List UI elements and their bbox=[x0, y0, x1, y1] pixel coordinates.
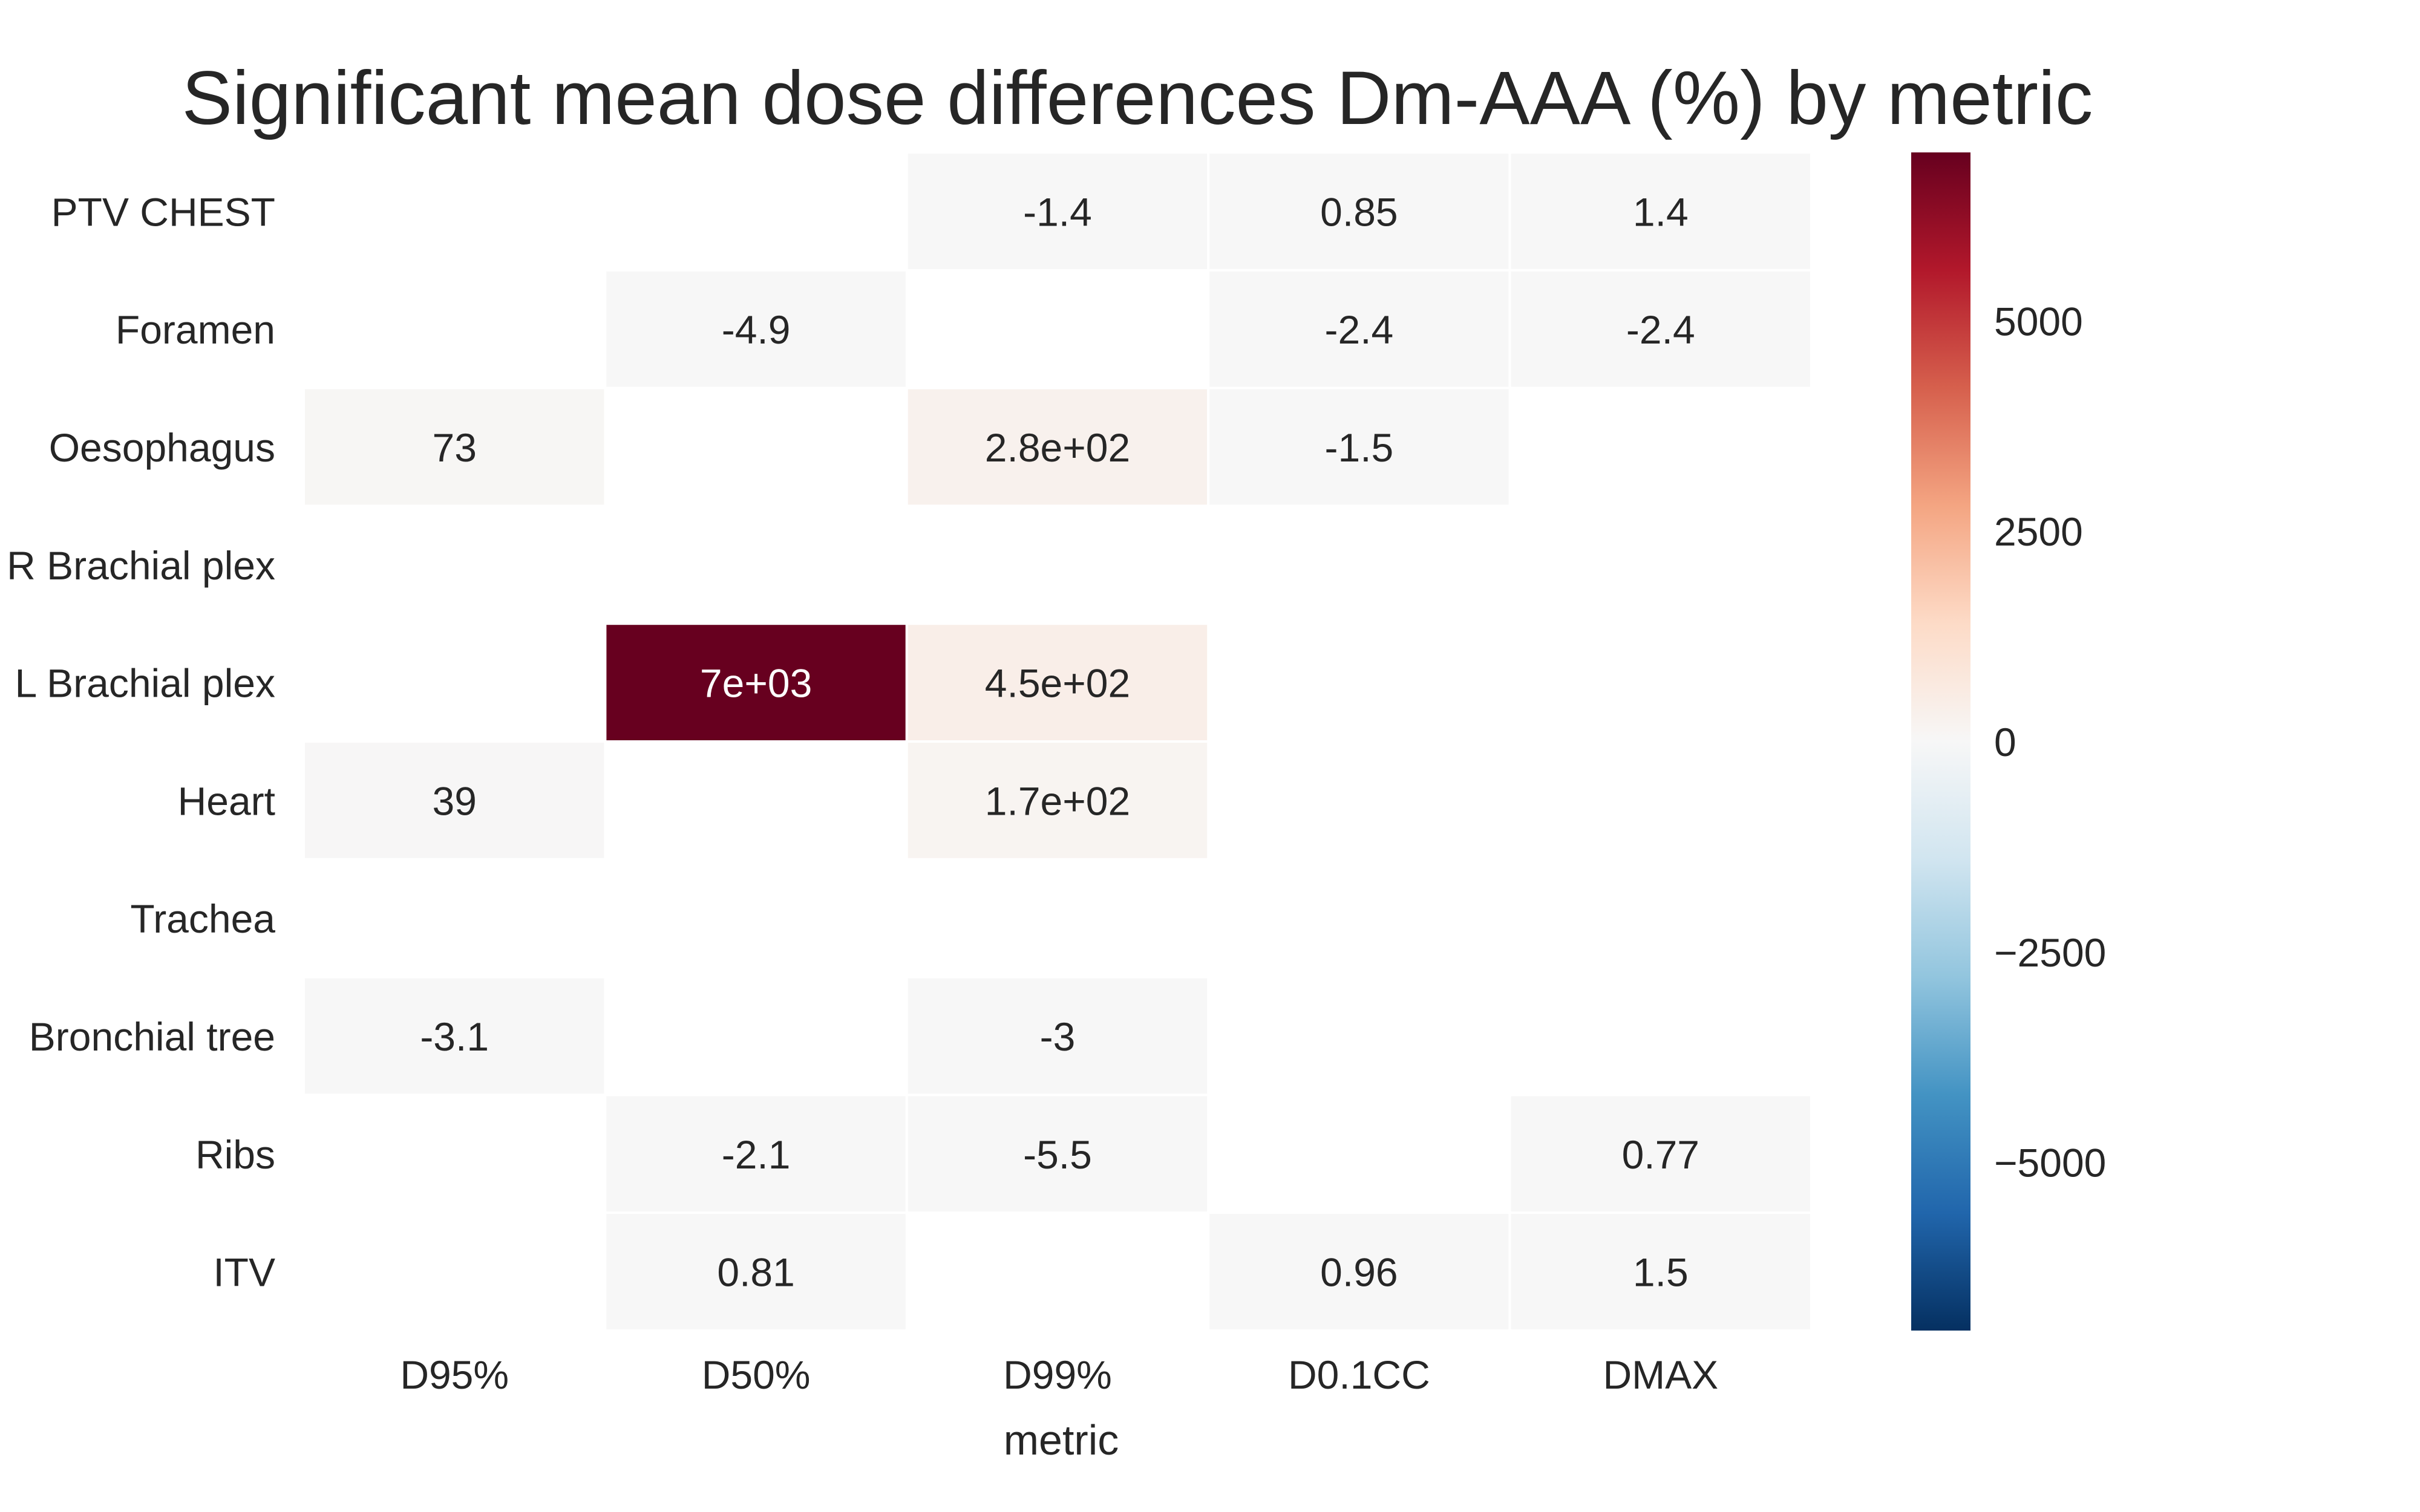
y-tick-label: Foramen bbox=[116, 307, 275, 352]
cell-value-label: 39 bbox=[432, 778, 476, 823]
cell-value-label: -2.1 bbox=[722, 1132, 791, 1177]
cell-value-label: -1.5 bbox=[1325, 425, 1394, 470]
chart-title: Significant mean dose differences Dm-AAA… bbox=[182, 56, 2093, 140]
cell-value-label: 7e+03 bbox=[700, 661, 812, 706]
heatmap-cell bbox=[604, 622, 908, 743]
colorbar-tick-label: 5000 bbox=[1994, 299, 2083, 344]
heatmap-cell bbox=[905, 622, 1210, 743]
colorbar-tick-label: −2500 bbox=[1994, 930, 2106, 975]
cell-value-label: 0.81 bbox=[717, 1250, 794, 1295]
cell-value-label: 4.5e+02 bbox=[985, 661, 1130, 706]
cell-value-label: 0.77 bbox=[1622, 1132, 1699, 1177]
heatmap-cell bbox=[604, 1211, 908, 1332]
cell-value-label: 0.96 bbox=[1320, 1250, 1398, 1295]
x-tick-label: D99% bbox=[1003, 1352, 1112, 1397]
cell-value-label: -3.1 bbox=[420, 1014, 489, 1059]
colorbar-tick-label: 2500 bbox=[1994, 509, 2083, 554]
x-axis-label: metric bbox=[1004, 1416, 1119, 1464]
colorbar-tick-label: −5000 bbox=[1994, 1141, 2106, 1185]
y-axis-tick-labels: PTV CHEST Foramen Oesophagus R Brachial ple… bbox=[7, 189, 275, 1294]
cell-value-label: 1.7e+02 bbox=[985, 778, 1130, 823]
y-tick-label: Bronchial tree bbox=[29, 1014, 275, 1059]
heatmap-cell bbox=[905, 151, 1210, 272]
colorbar-tick-labels: 5000 2500 0 −2500 −5000 bbox=[1994, 299, 2106, 1185]
cell-value-label: 73 bbox=[432, 425, 476, 470]
y-tick-label: L Brachial plex bbox=[15, 661, 275, 706]
heatmap-cell bbox=[1207, 386, 1511, 507]
colorbar-tick-label: 0 bbox=[1994, 720, 2016, 764]
heatmap-cell bbox=[1508, 151, 1813, 272]
heatmap-cell bbox=[905, 1093, 1210, 1214]
y-tick-label: ITV bbox=[213, 1250, 275, 1295]
cell-value-label: -5.5 bbox=[1023, 1132, 1092, 1177]
y-tick-label: Trachea bbox=[130, 896, 275, 941]
heatmap-cell bbox=[1207, 151, 1511, 272]
cell-value-label: -2.4 bbox=[1626, 307, 1695, 352]
heatmap-cell bbox=[905, 740, 1210, 861]
heatmap-cell bbox=[1207, 1211, 1511, 1332]
cell-value-label: -2.4 bbox=[1325, 307, 1394, 352]
cell-value-label: -3 bbox=[1040, 1014, 1076, 1059]
y-tick-label: R Brachial plex bbox=[7, 543, 275, 588]
y-tick-label: Ribs bbox=[195, 1132, 275, 1177]
heatmap-cell bbox=[905, 386, 1210, 507]
cell-value-label: 0.85 bbox=[1320, 189, 1398, 234]
heatmap-cell bbox=[302, 976, 607, 1097]
cell-value-label: 1.4 bbox=[1633, 189, 1689, 234]
colorbar bbox=[1911, 152, 1970, 1331]
heatmap-cell bbox=[604, 1093, 908, 1214]
heatmap-cell bbox=[1508, 1211, 1813, 1332]
heatmap-annotations: -1.4 0.85 1.4 -4.9 -2.4 -2.4 73 2.8e+02 -1.5 7e+0… bbox=[420, 189, 1699, 1294]
x-tick-label: DMAX bbox=[1603, 1352, 1718, 1397]
y-tick-label: Oesophagus bbox=[49, 425, 275, 470]
heatmap-cell bbox=[905, 976, 1210, 1097]
cell-value-label: 2.8e+02 bbox=[985, 425, 1130, 470]
x-tick-label: D0.1CC bbox=[1288, 1352, 1430, 1397]
heatmap-cell bbox=[302, 386, 607, 507]
x-tick-label: D50% bbox=[702, 1352, 811, 1397]
y-tick-label: PTV CHEST bbox=[51, 189, 275, 234]
x-tick-label: D95% bbox=[400, 1352, 509, 1397]
x-axis-tick-labels: D95% D50% D99% D0.1CC DMAX bbox=[400, 1352, 1718, 1397]
cell-value-label: 1.5 bbox=[1633, 1250, 1689, 1295]
cell-value-label: -4.9 bbox=[722, 307, 791, 352]
heatmap-cell bbox=[1508, 269, 1813, 389]
y-tick-label: Heart bbox=[178, 778, 275, 823]
cell-value-label: -1.4 bbox=[1023, 189, 1092, 234]
heatmap-cell bbox=[302, 740, 607, 861]
heatmap-cell bbox=[1508, 1093, 1813, 1214]
heatmap-cells bbox=[302, 151, 1813, 1332]
heatmap-cell bbox=[604, 269, 908, 389]
